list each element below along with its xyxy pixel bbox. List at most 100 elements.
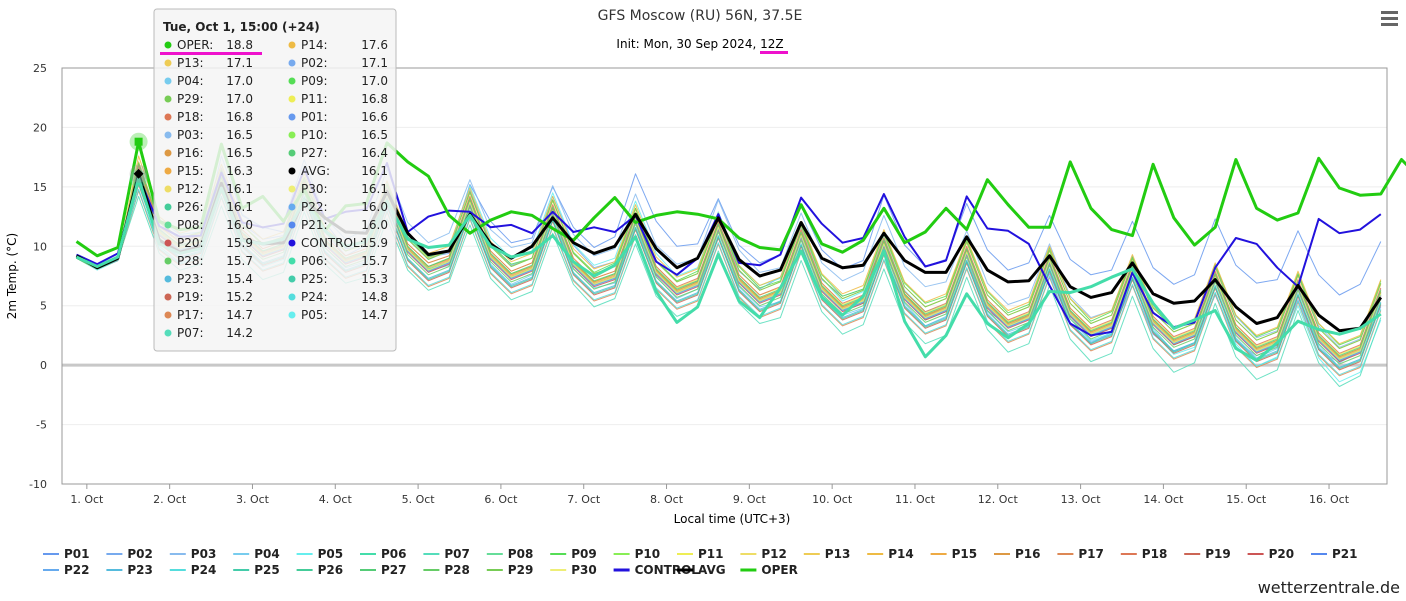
legend-item-p10[interactable]: P10 xyxy=(613,547,661,561)
legend-item-p19[interactable]: P19 xyxy=(1184,547,1231,561)
legend-item-p04[interactable]: P04 xyxy=(233,547,280,561)
tooltip-value: 16.1 xyxy=(361,182,388,196)
tooltip-dot xyxy=(164,131,172,139)
legend-label: P27 xyxy=(381,563,407,577)
tooltip-name: P04: xyxy=(177,74,204,88)
plot-border xyxy=(61,67,1388,485)
tooltip-row-left-0: OPER: 18.8 xyxy=(164,38,253,52)
legend-item-oper[interactable]: OPER xyxy=(740,563,798,577)
tooltip-row-right-12: P06: 15.7 xyxy=(288,254,388,268)
legend-item-p29[interactable]: P29 xyxy=(486,563,534,577)
legend-item-p11[interactable]: P11 xyxy=(677,547,724,561)
tooltip-value: 16.5 xyxy=(226,146,253,160)
tooltip-dot xyxy=(164,167,172,175)
legend-label: P21 xyxy=(1332,547,1358,561)
tooltip-name: P22: xyxy=(301,200,328,214)
tooltip-value: 17.6 xyxy=(361,38,388,52)
tooltip-dot xyxy=(164,149,172,157)
legend-item-p27[interactable]: P27 xyxy=(360,563,407,577)
x-tick-label: 5. Oct xyxy=(402,493,436,506)
legend-item-p01[interactable]: P01 xyxy=(43,547,90,561)
tooltip-name: P05: xyxy=(301,308,328,322)
legend-label: P06 xyxy=(381,547,407,561)
x-tick-label: 13. Oct xyxy=(1061,493,1102,506)
tooltip-name: P16: xyxy=(177,146,204,160)
legend-item-p12[interactable]: P12 xyxy=(740,547,787,561)
legend-item-p14[interactable]: P14 xyxy=(867,547,914,561)
y-tick-label: 20 xyxy=(33,121,47,134)
legend-label: P14 xyxy=(888,547,914,561)
legend-item-p07[interactable]: P07 xyxy=(423,547,470,561)
tooltip-value: 16.1 xyxy=(361,164,388,178)
tooltip-name: P13: xyxy=(177,56,204,70)
tooltip-value: 15.3 xyxy=(361,272,388,286)
x-tick-label: 14. Oct xyxy=(1143,493,1184,506)
legend-item-p16[interactable]: P16 xyxy=(994,547,1041,561)
x-tick-label: 6. Oct xyxy=(484,493,518,506)
tooltip-dot xyxy=(288,113,296,121)
legend-item-p08[interactable]: P08 xyxy=(486,547,534,561)
tooltip-value: 16.8 xyxy=(226,110,253,124)
legend-item-p18[interactable]: P18 xyxy=(1120,547,1168,561)
legend-item-p09[interactable]: P09 xyxy=(550,547,597,561)
legend-item-p25[interactable]: P25 xyxy=(233,563,280,577)
legend-item-p22[interactable]: P22 xyxy=(43,563,90,577)
legend-label: OPER xyxy=(761,563,797,577)
tooltip-dot xyxy=(164,239,172,247)
tooltip-row-left-10: P08: 16.0 xyxy=(164,218,253,232)
tooltip-dot xyxy=(164,185,172,193)
legend-item-control[interactable]: CONTROL xyxy=(613,563,700,577)
tooltip-dot xyxy=(164,293,172,301)
tooltip-dot xyxy=(288,131,296,139)
legend-label: P02 xyxy=(127,547,152,561)
tooltip-value: 15.7 xyxy=(361,254,388,268)
legend-item-p15[interactable]: P15 xyxy=(930,547,978,561)
tooltip-row-right-11: CONTROL:15.9 xyxy=(288,236,388,250)
tooltip-dot xyxy=(164,113,172,121)
legend-label: P30 xyxy=(571,563,597,577)
tooltip-name: P29: xyxy=(177,92,204,106)
legend-item-p24[interactable]: P24 xyxy=(169,563,217,577)
legend-item-p20[interactable]: P20 xyxy=(1247,547,1295,561)
legend-label: P24 xyxy=(191,563,217,577)
legend-label: P29 xyxy=(508,563,534,577)
legend-label: P17 xyxy=(1078,547,1104,561)
legend-item-p13[interactable]: P13 xyxy=(803,547,851,561)
tooltip-name: P12: xyxy=(177,182,204,196)
tooltip-dot xyxy=(164,329,172,337)
legend-item-p26[interactable]: P26 xyxy=(296,563,344,577)
legend-item-avg[interactable]: AVG xyxy=(677,563,726,577)
tooltip-dot xyxy=(288,293,296,301)
tooltip-name: P10: xyxy=(301,128,328,142)
tooltip-dot xyxy=(288,239,296,247)
tooltip-name: P21: xyxy=(301,218,328,232)
legend-item-p17[interactable]: P17 xyxy=(1057,547,1104,561)
tooltip-value: 16.6 xyxy=(361,110,388,124)
x-tick-label: 4. Oct xyxy=(319,493,353,506)
tooltip-dot xyxy=(288,59,296,67)
legend-item-p02[interactable]: P02 xyxy=(106,547,153,561)
legend-item-p03[interactable]: P03 xyxy=(169,547,217,561)
legend-item-p30[interactable]: P30 xyxy=(550,563,597,577)
tooltip-dot xyxy=(288,77,296,85)
legend-item-p06[interactable]: P06 xyxy=(360,547,407,561)
legend-label: P11 xyxy=(698,547,724,561)
tooltip-row-right-13: P25: 15.3 xyxy=(288,272,388,286)
hamburger-menu-icon[interactable] xyxy=(1372,0,1402,30)
x-tick-label: 12. Oct xyxy=(978,493,1019,506)
tooltip-row-right-8: P30: 16.1 xyxy=(288,182,388,196)
tooltip-value: 17.1 xyxy=(226,56,253,70)
legend-item-p28[interactable]: P28 xyxy=(423,563,470,577)
legend-label: P04 xyxy=(254,547,280,561)
tooltip-value: 15.7 xyxy=(226,254,253,268)
legend-item-p05[interactable]: P05 xyxy=(296,547,344,561)
x-tick-label: 2. Oct xyxy=(153,493,187,506)
tooltip: Tue, Oct 1, 15:00 (+24) OPER: 18.8 P13: 17.… xyxy=(153,8,397,352)
tooltip-value: 14.8 xyxy=(361,290,388,304)
legend-item-p21[interactable]: P21 xyxy=(1311,547,1358,561)
tooltip-name: P19: xyxy=(177,290,204,304)
legend-item-p23[interactable]: P23 xyxy=(106,563,153,577)
tooltip-value: 15.4 xyxy=(226,272,253,286)
tooltip-row-left-2: P04: 17.0 xyxy=(164,74,253,88)
